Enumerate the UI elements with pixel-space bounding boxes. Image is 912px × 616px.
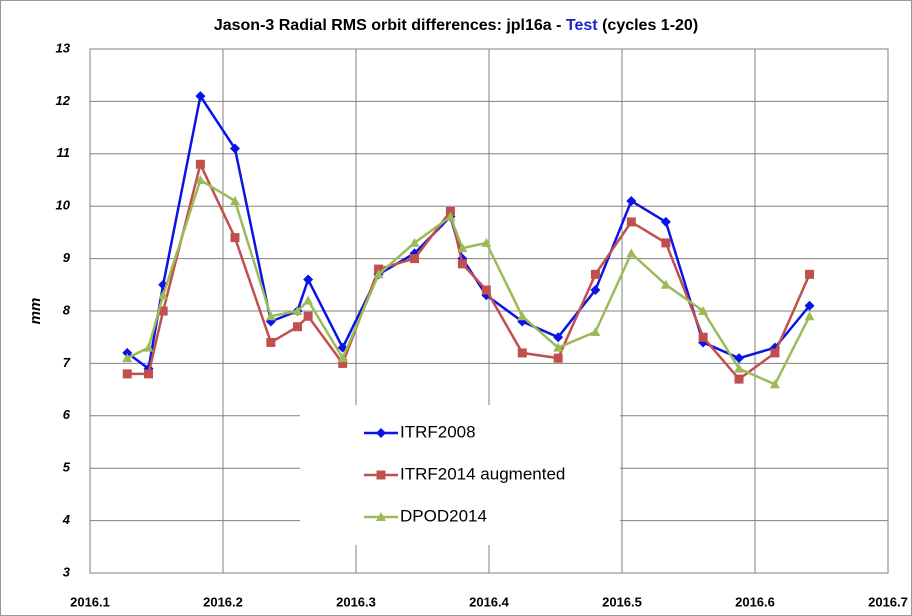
- marker: [292, 306, 303, 315]
- legend-label: ITRF2008: [400, 422, 476, 441]
- marker: [626, 248, 637, 258]
- marker: [303, 311, 313, 321]
- marker: [158, 290, 169, 300]
- marker: [144, 369, 154, 379]
- y-tick-label: 3: [63, 564, 71, 579]
- y-tick-label: 4: [62, 512, 71, 527]
- marker: [292, 322, 302, 332]
- marker: [229, 143, 240, 154]
- marker: [373, 269, 384, 279]
- marker: [553, 332, 564, 343]
- marker: [158, 306, 168, 316]
- y-tick-label: 12: [56, 93, 71, 108]
- marker: [481, 285, 491, 295]
- marker: [517, 311, 528, 321]
- legend-label: DPOD2014: [400, 506, 487, 525]
- marker: [445, 206, 455, 216]
- marker: [457, 259, 467, 269]
- marker: [122, 369, 132, 379]
- plot: [122, 91, 815, 389]
- marker: [770, 348, 780, 358]
- marker: [805, 269, 815, 279]
- legend-label: ITRF2014 augmented: [400, 464, 565, 483]
- marker: [338, 358, 348, 368]
- y-tick-label: 8: [63, 302, 71, 317]
- y-tick-label: 10: [56, 198, 71, 213]
- y-axis-label: mm: [27, 298, 44, 325]
- marker: [266, 337, 276, 347]
- y-tick-label: 13: [56, 40, 71, 55]
- marker: [376, 470, 386, 480]
- marker: [804, 311, 815, 321]
- marker: [445, 211, 456, 221]
- marker: [660, 216, 671, 227]
- legend: ITRF2008 ITRF2014 augmented DPOD2014: [300, 405, 620, 545]
- marker: [122, 347, 133, 358]
- x-tick-label: 2016.1: [70, 594, 110, 609]
- x-tick-label: 2016.2: [203, 594, 243, 609]
- marker: [376, 512, 386, 521]
- marker: [553, 342, 564, 352]
- marker: [374, 264, 384, 274]
- marker: [734, 353, 745, 364]
- marker: [457, 243, 468, 253]
- marker: [590, 285, 601, 296]
- marker: [195, 175, 206, 184]
- y-tick-label: 6: [63, 407, 71, 422]
- marker: [195, 91, 206, 102]
- y-tick-label: 11: [57, 145, 71, 160]
- marker: [734, 363, 745, 373]
- marker: [660, 279, 671, 289]
- marker: [376, 428, 386, 438]
- marker: [590, 269, 600, 279]
- y-tick-label: 5: [63, 460, 71, 475]
- marker: [410, 254, 420, 264]
- marker: [303, 295, 314, 305]
- title-part: (cycles 1-20): [598, 17, 699, 34]
- plot-border: [89, 48, 889, 574]
- title-part: Test: [566, 17, 598, 34]
- marker: [195, 159, 205, 169]
- chart-title: Jason-3 Radial RMS orbit differences: jp…: [214, 17, 698, 34]
- legend-box: [300, 405, 620, 545]
- title-part: Jason-3 Radial RMS orbit differences: jp…: [214, 17, 566, 34]
- y-tick-label: 9: [63, 250, 71, 265]
- marker: [590, 326, 601, 336]
- marker: [265, 311, 276, 321]
- marker: [769, 379, 780, 389]
- marker: [626, 195, 637, 206]
- marker: [143, 342, 154, 352]
- marker: [122, 353, 133, 363]
- marker: [698, 306, 709, 315]
- x-tick-label: 2016.6: [735, 594, 775, 609]
- x-tick-label: 2016.4: [469, 594, 510, 609]
- marker: [230, 233, 240, 243]
- marker: [337, 353, 348, 363]
- x-tick-label: 2016.3: [336, 594, 376, 609]
- marker: [303, 274, 314, 285]
- x-tick-label: 2016.7: [868, 594, 908, 609]
- marker: [804, 300, 815, 311]
- marker: [553, 353, 563, 363]
- marker: [661, 238, 671, 248]
- marker: [517, 348, 527, 358]
- marker: [481, 237, 492, 247]
- marker: [698, 332, 708, 342]
- x-tick-label: 2016.5: [602, 594, 642, 609]
- y-tick-label: 7: [63, 355, 71, 370]
- marker: [409, 237, 420, 247]
- marker: [734, 374, 744, 384]
- grid: 3 4 5 6 7 8 9 10 11 12 13 2016.1 2016.2 2016.3 2016.4 2…: [56, 40, 908, 609]
- marker: [626, 217, 636, 227]
- marker: [229, 195, 240, 205]
